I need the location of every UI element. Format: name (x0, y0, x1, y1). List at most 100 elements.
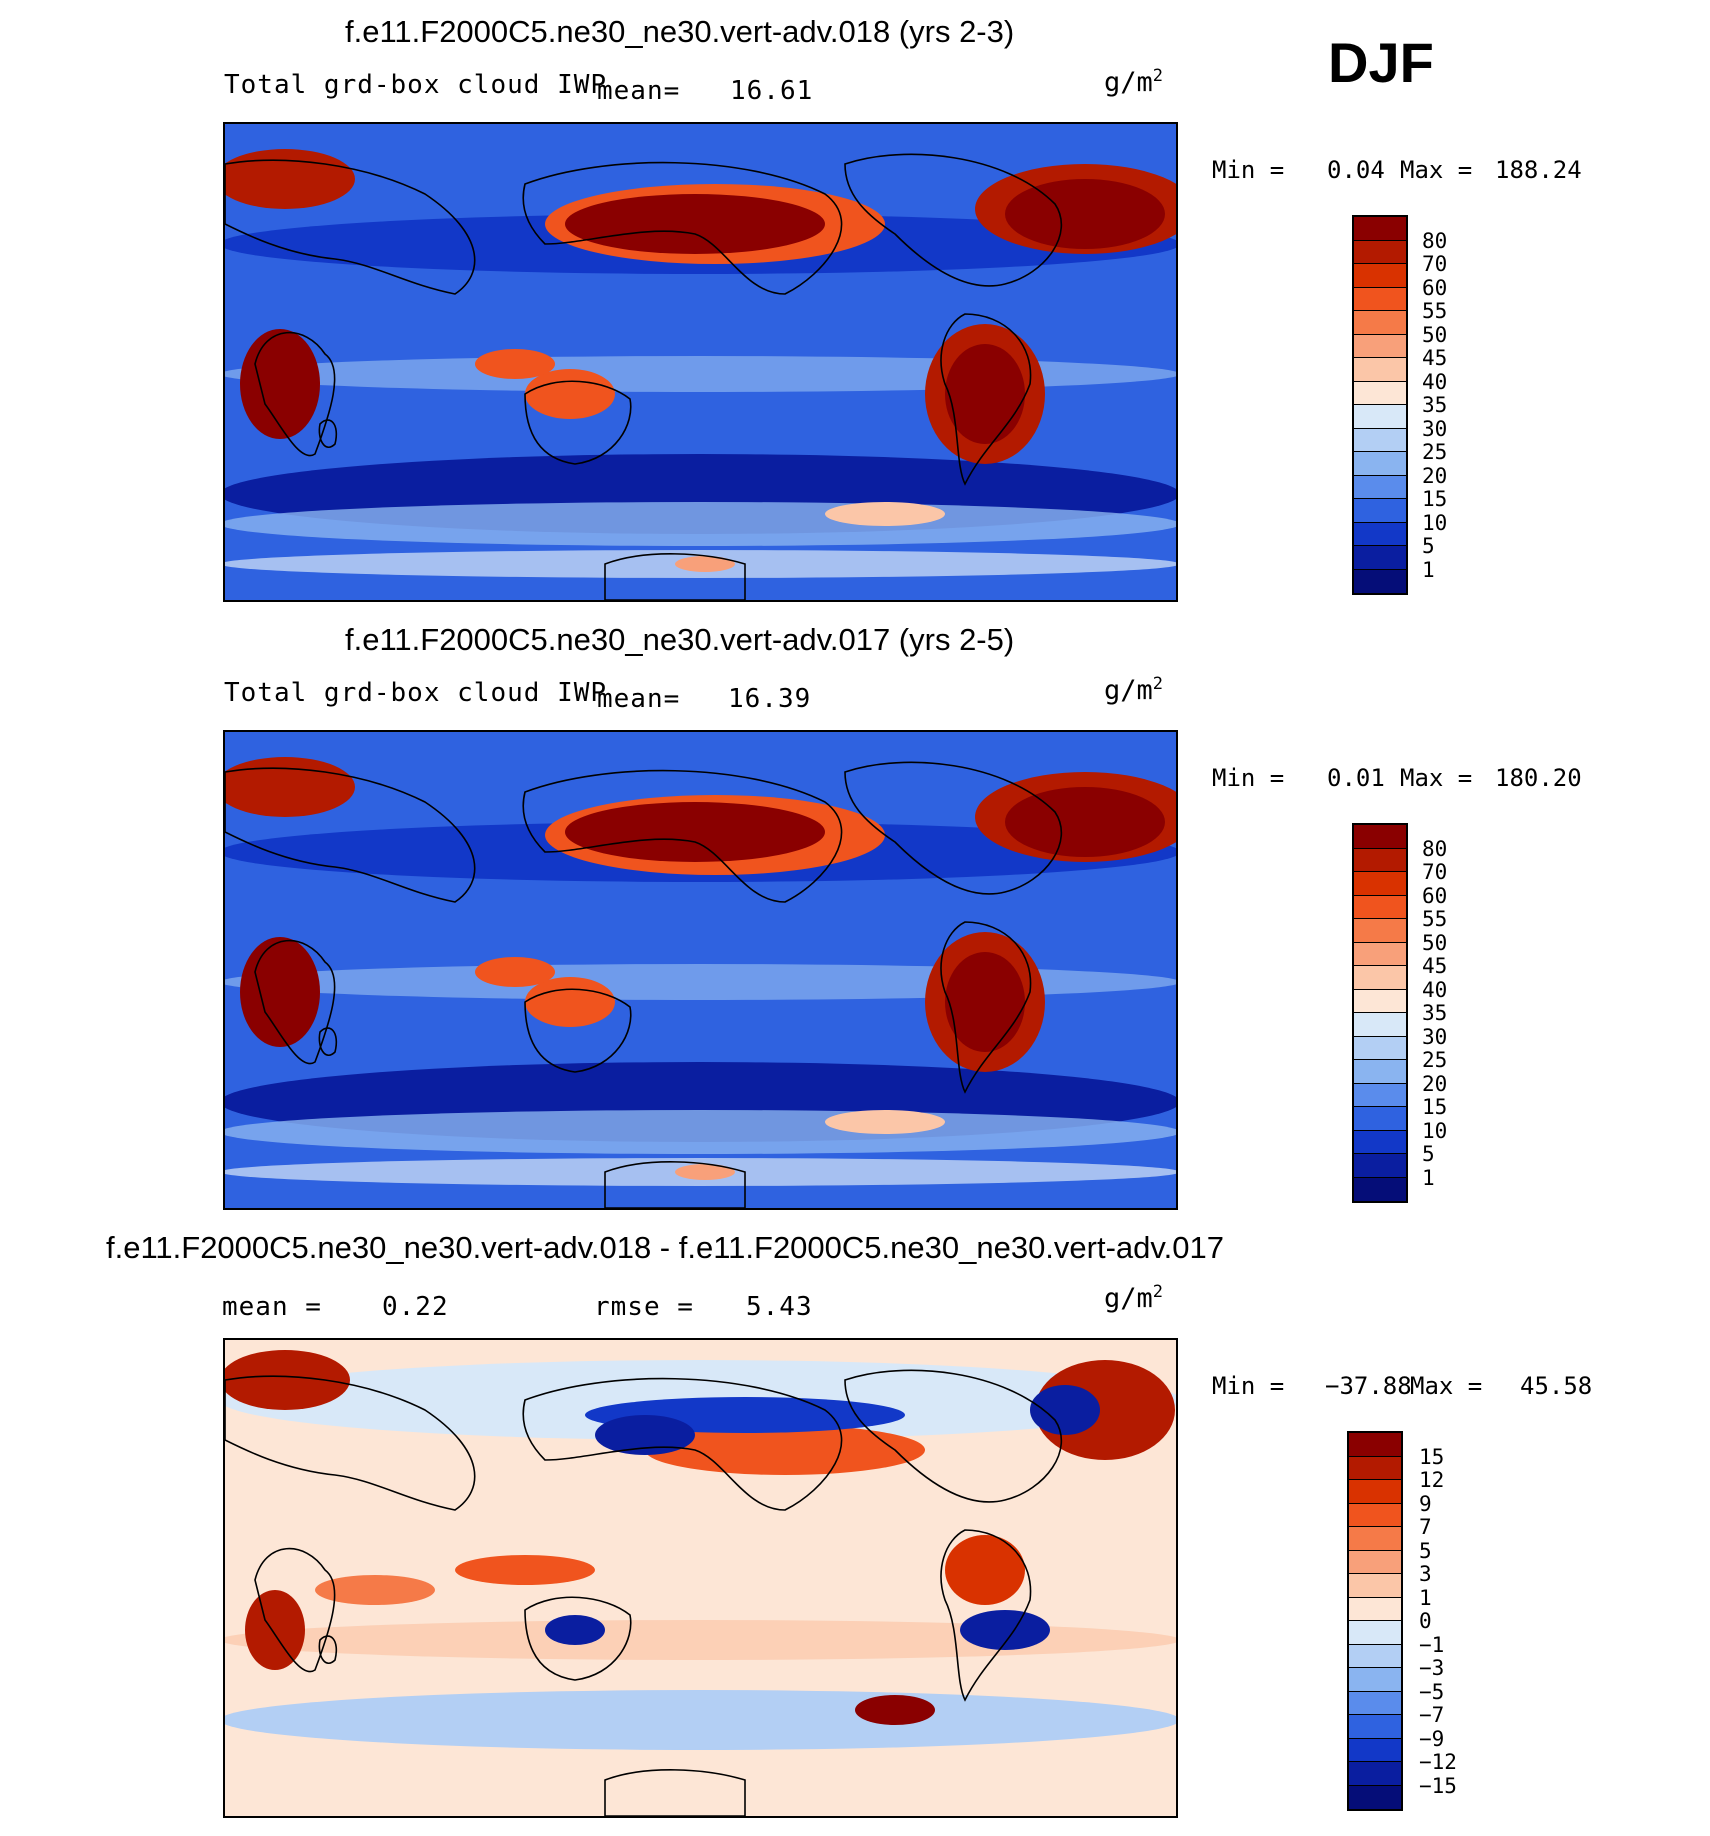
colorbar-tick-label: 70 (1422, 252, 1448, 276)
panel-3-min-label: Min = (1212, 1372, 1285, 1400)
colorbar-tick-label: 55 (1422, 299, 1448, 323)
field-contour (475, 349, 555, 379)
coastline (254, 1547, 336, 1673)
colorbar-swatch (1354, 942, 1406, 966)
panel-2-map (223, 730, 1178, 1210)
field-contour (225, 502, 1176, 546)
panel-1-variable: Total grd-box cloud IWP (224, 70, 608, 100)
colorbar-swatch (1349, 1550, 1401, 1574)
field-contour (1005, 179, 1165, 249)
coastline (940, 921, 1032, 1094)
colorbar-tick-label: 50 (1422, 930, 1448, 955)
coastline (524, 380, 632, 465)
colorbar-swatch (1354, 240, 1406, 264)
field-contour (240, 329, 320, 439)
colorbar-tick-label: 20 (1422, 463, 1448, 488)
colorbar-tick-label: 45 (1422, 346, 1448, 370)
field-contour (855, 1695, 935, 1725)
colorbar-swatch (1349, 1738, 1401, 1762)
colorbar-swatch (1354, 872, 1406, 896)
colorbar-swatch (1354, 1107, 1406, 1131)
colorbar-swatch (1354, 334, 1406, 358)
colorbar-tick-label: 10 (1422, 510, 1448, 535)
field-contour (595, 1415, 695, 1455)
colorbar-swatch (1354, 1013, 1406, 1037)
colorbar-swatch (1354, 1036, 1406, 1060)
colorbar-swatch (1354, 569, 1406, 593)
field-contour (675, 556, 735, 572)
coastline (844, 761, 1063, 895)
field-contour (825, 1110, 945, 1134)
panel-1-min-label: Min = (1212, 156, 1285, 184)
colorbar-swatch (1354, 989, 1406, 1013)
colorbar-swatch (1354, 966, 1406, 990)
colorbar-swatch (1354, 1060, 1406, 1084)
colorbar-swatches (1347, 1431, 1403, 1811)
colorbar-swatch (1354, 848, 1406, 872)
colorbar-tick-label: 20 (1422, 1071, 1448, 1096)
colorbar-swatch (1354, 217, 1406, 241)
panel-1-map (223, 122, 1178, 602)
panel-2-units: g/m2 (1104, 674, 1164, 706)
field-contour (1035, 1360, 1175, 1460)
colorbar-tick-label: 40 (1422, 977, 1448, 1002)
field-contour (525, 977, 615, 1027)
coastline (844, 153, 1063, 287)
panel-3-title: f.e11.F2000C5.ne30_ne30.vert-adv.018 - f… (106, 1230, 1224, 1265)
coastline (225, 1375, 476, 1511)
colorbar-swatch (1354, 452, 1406, 476)
coastline (318, 1027, 338, 1056)
colorbar-swatch (1349, 1480, 1401, 1504)
colorbar-tick-label: 1 (1422, 1165, 1435, 1190)
panel-2-max-value: 180.20 (1495, 764, 1582, 792)
colorbar-tick-label: 15 (1419, 1444, 1445, 1469)
colorbar-swatches (1352, 215, 1408, 595)
colorbar-swatch (1349, 1456, 1401, 1480)
field-contour (225, 1110, 1176, 1154)
panel-1-title: f.e11.F2000C5.ne30_ne30.vert-adv.018 (yr… (345, 14, 1015, 49)
colorbar-swatch (1354, 919, 1406, 943)
field-contour (675, 1164, 735, 1180)
colorbar-tick-label: 15 (1422, 1095, 1448, 1119)
colorbar-tick-label: 5 (1422, 534, 1435, 558)
coastline (318, 419, 338, 448)
field-contour (525, 369, 615, 419)
colorbar-swatch (1349, 1785, 1401, 1809)
panel-3-rmse-value: 5.43 (746, 1292, 813, 1322)
colorbar-tick-label: 12 (1419, 1468, 1445, 1492)
colorbar-swatch (1354, 311, 1406, 335)
panel-3-map (223, 1338, 1178, 1818)
colorbar-swatch (1354, 405, 1406, 429)
panel-2-variable: Total grd-box cloud IWP (224, 678, 608, 708)
colorbar-swatch (1354, 1083, 1406, 1107)
colorbar-tick-label: −3 (1419, 1656, 1445, 1680)
coastline (522, 769, 843, 903)
panel-2-mean-value: 16.39 (728, 684, 812, 714)
colorbar-swatch (1354, 825, 1406, 849)
colorbar-tick-label: 1 (1422, 557, 1435, 582)
colorbar-swatch (1349, 1668, 1401, 1692)
colorbar-tick-label: 55 (1422, 907, 1448, 931)
panel-1-max-value: 188.24 (1495, 156, 1582, 184)
colorbar-tick-label: 60 (1422, 275, 1448, 300)
coastline (254, 939, 336, 1065)
colorbar-swatch (1354, 499, 1406, 523)
coastline (940, 1529, 1032, 1702)
colorbar-swatch (1349, 1691, 1401, 1715)
colorbar-tick-label: −9 (1419, 1726, 1445, 1751)
panel-3-mean-value: 0.22 (382, 1292, 449, 1322)
colorbar-tick-label: 3 (1419, 1562, 1432, 1586)
coastline (225, 159, 476, 295)
field-contour (825, 502, 945, 526)
colorbar-tick-label: 70 (1422, 860, 1448, 884)
field-contour (945, 344, 1025, 444)
panel-2-max-label: Max = (1400, 764, 1473, 792)
field-contour (960, 1610, 1050, 1650)
field-contour (225, 1350, 350, 1410)
colorbar-tick-label: 80 (1422, 836, 1448, 861)
field-contour (945, 1535, 1025, 1605)
coastline (844, 1369, 1063, 1503)
panel-3-mean-label: mean = (222, 1292, 322, 1322)
panel-1-units: g/m2 (1104, 66, 1164, 98)
panel-1-min-value: 0.04 (1327, 156, 1385, 184)
